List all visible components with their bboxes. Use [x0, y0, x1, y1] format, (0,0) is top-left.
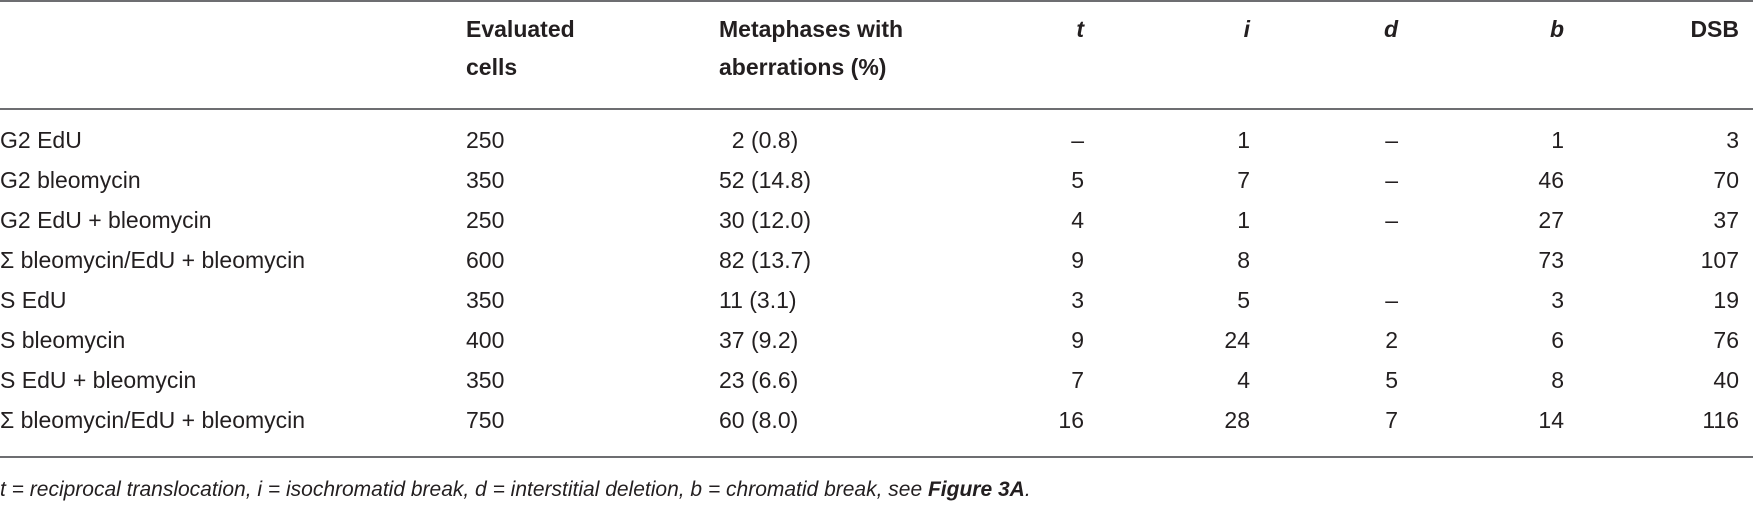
row-evaluated-cells: 600: [466, 247, 505, 273]
row-label: G2 EdU: [0, 127, 82, 153]
row-dsb: 40: [1713, 367, 1739, 393]
row-metaphases: 2 (0.8): [719, 127, 799, 153]
row-evaluated-cells: 750: [466, 407, 505, 433]
row-evaluated-cells: 350: [466, 367, 505, 393]
row-d: –: [1385, 127, 1398, 153]
row-evaluated-cells: 250: [466, 127, 505, 153]
row-evaluated-cells: 400: [466, 327, 505, 353]
table-row: S bleomycin 400 37 (9.2) 9 24 2 6 76: [0, 320, 1753, 360]
row-b: 8: [1551, 367, 1564, 393]
row-metaphases: 82 (13.7): [719, 247, 812, 273]
footnote-end: .: [1024, 478, 1031, 501]
table-row: G2 EdU + bleomycin 250 30 (12.0) 4 1 – 2…: [0, 200, 1753, 240]
row-label: S EdU: [0, 287, 67, 313]
row-i: 7: [1237, 167, 1250, 193]
row-i: 5: [1237, 287, 1250, 313]
table-top-rule: [0, 0, 1753, 2]
row-label: S bleomycin: [0, 327, 126, 353]
row-evaluated-cells: 350: [466, 167, 505, 193]
row-metaphases: 11 (3.1): [719, 287, 797, 313]
header-metaphases-line2: aberrations (%): [719, 54, 887, 80]
table-row: S EdU + bleomycin 350 23 (6.6) 7 4 5 8 4…: [0, 360, 1753, 400]
row-b: 6: [1551, 327, 1564, 353]
row-d: –: [1385, 167, 1398, 193]
footnote-figure-link[interactable]: Figure 3A: [927, 478, 1025, 501]
row-b: 73: [1538, 247, 1564, 273]
table-row: G2 EdU 250 2 (0.8) – 1 – 1 3: [0, 120, 1753, 160]
header-t: t: [1076, 16, 1084, 42]
table-row: G2 bleomycin 350 52 (14.8) 5 7 – 46 70: [0, 160, 1753, 200]
row-b: 3: [1551, 287, 1564, 313]
row-label: G2 bleomycin: [0, 167, 141, 193]
table-row: Σ bleomycin/EdU + bleomycin 750 60 (8.0)…: [0, 400, 1753, 440]
row-label: Σ bleomycin/EdU + bleomycin: [0, 247, 306, 273]
row-d: 5: [1385, 367, 1398, 393]
row-metaphases: 30 (12.0): [719, 207, 812, 233]
row-i: 4: [1237, 367, 1250, 393]
table-row: Σ bleomycin/EdU + bleomycin 600 82 (13.7…: [0, 240, 1753, 280]
row-b: 1: [1551, 127, 1564, 153]
row-t: 16: [1058, 407, 1084, 433]
row-t: 5: [1071, 167, 1084, 193]
row-d: 7: [1385, 407, 1398, 433]
header-i: i: [1243, 16, 1250, 42]
row-t: 9: [1071, 327, 1084, 353]
table-footnote: t = reciprocal translocation, i = isochr…: [0, 475, 1031, 505]
row-evaluated-cells: 250: [466, 207, 505, 233]
row-d: 2: [1385, 327, 1398, 353]
header-evaluated-cells: Evaluated cells: [466, 10, 575, 86]
row-label: S EdU + bleomycin: [0, 367, 197, 393]
row-i: 28: [1224, 407, 1250, 433]
row-t: –: [1071, 127, 1084, 153]
row-dsb: 19: [1713, 287, 1739, 313]
header-evaluated-cells-line1: Evaluated: [466, 16, 575, 42]
row-i: 24: [1224, 327, 1250, 353]
row-dsb: 70: [1713, 167, 1739, 193]
header-metaphases: Metaphases with aberrations (%): [719, 10, 903, 86]
row-b: 27: [1538, 207, 1564, 233]
row-t: 7: [1071, 367, 1084, 393]
row-d: –: [1385, 287, 1398, 313]
footnote-text: t = reciprocal translocation, i = isochr…: [0, 478, 928, 501]
row-dsb: 3: [1726, 127, 1739, 153]
header-b: b: [1549, 16, 1564, 42]
row-t: 9: [1071, 247, 1084, 273]
table-row: S EdU 350 11 (3.1) 3 5 – 3 19: [0, 280, 1753, 320]
header-metaphases-line1: Metaphases with: [719, 16, 904, 42]
row-i: 1: [1237, 207, 1250, 233]
row-label: Σ bleomycin/EdU + bleomycin: [0, 407, 306, 433]
row-metaphases: 37 (9.2): [719, 327, 799, 353]
row-d: –: [1385, 207, 1398, 233]
header-dsb: DSB: [1690, 16, 1739, 42]
table-bottom-rule: [0, 456, 1753, 458]
row-label: G2 EdU + bleomycin: [0, 207, 212, 233]
row-i: 1: [1237, 127, 1250, 153]
row-dsb: 107: [1700, 247, 1739, 273]
row-metaphases: 60 (8.0): [719, 407, 799, 433]
row-metaphases: 23 (6.6): [719, 367, 799, 393]
row-evaluated-cells: 350: [466, 287, 505, 313]
row-t: 3: [1071, 287, 1084, 313]
header-evaluated-cells-line2: cells: [466, 54, 518, 80]
row-metaphases: 52 (14.8): [719, 167, 812, 193]
header-d: d: [1383, 16, 1398, 42]
row-i: 8: [1237, 247, 1250, 273]
row-b: 46: [1538, 167, 1564, 193]
table-header-rule: [0, 108, 1753, 110]
row-t: 4: [1071, 207, 1084, 233]
row-dsb: 76: [1713, 327, 1739, 353]
row-dsb: 116: [1702, 407, 1739, 433]
row-b: 14: [1538, 407, 1564, 433]
row-dsb: 37: [1713, 207, 1739, 233]
